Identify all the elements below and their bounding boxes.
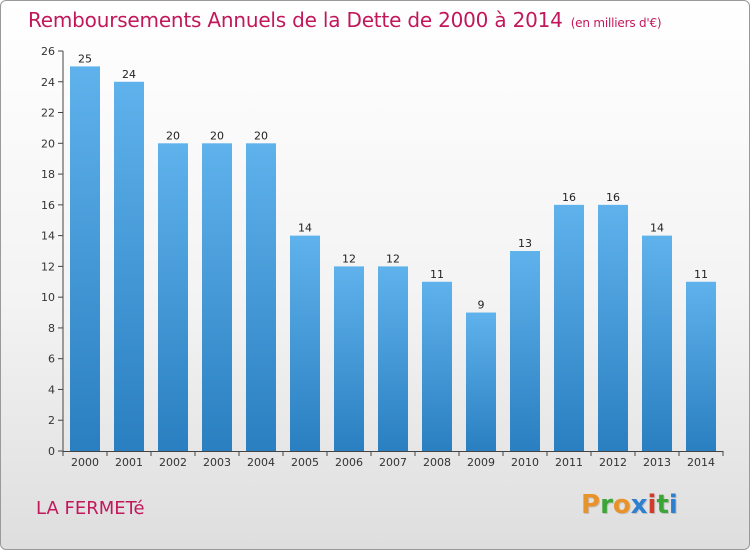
x-tick-label: 2010: [511, 456, 539, 469]
bar-2007: [378, 266, 408, 451]
bar-value-label: 12: [342, 252, 356, 265]
chart-title: Remboursements Annuels de la Dette de 20…: [28, 8, 662, 32]
x-tick-label: 2013: [643, 456, 671, 469]
bar-value-label: 20: [254, 129, 268, 142]
x-tick-label: 2003: [203, 456, 231, 469]
y-tick-label: 4: [48, 383, 55, 396]
bar-value-label: 14: [650, 222, 664, 235]
bar-2009: [466, 312, 496, 451]
logo-letter: r: [600, 490, 613, 520]
y-tick-label: 20: [41, 137, 55, 150]
bar-2012: [598, 204, 628, 451]
bar-value-label: 16: [606, 191, 620, 204]
y-tick-label: 8: [48, 322, 55, 335]
logo-letter: i: [647, 490, 657, 520]
bar-2010: [510, 251, 540, 451]
bar-value-label: 11: [694, 268, 708, 281]
y-tick-label: 16: [41, 199, 55, 212]
bar-value-label: 14: [298, 222, 312, 235]
x-tick-label: 2008: [423, 456, 451, 469]
x-tick-label: 2007: [379, 456, 407, 469]
x-tick-label: 2012: [599, 456, 627, 469]
bar-value-label: 13: [518, 237, 532, 250]
logo-letter: P: [581, 490, 601, 520]
logo-letter: o: [612, 490, 631, 520]
bar-value-label: 16: [562, 191, 576, 204]
y-tick-label: 12: [41, 260, 55, 273]
bar-value-label: 9: [478, 299, 485, 312]
bar-2013: [642, 235, 672, 451]
bar-2001: [114, 81, 144, 452]
bar-2006: [334, 266, 364, 451]
y-tick-label: 0: [48, 445, 55, 458]
x-tick-label: 2002: [159, 456, 187, 469]
title-text: Remboursements Annuels de la Dette de 20…: [28, 8, 563, 32]
proxiti-logo: Proxiti: [581, 490, 678, 520]
bar-value-label: 11: [430, 268, 444, 281]
bar-2008: [422, 281, 452, 451]
y-tick-label: 26: [41, 45, 55, 58]
logo-letter: x: [630, 490, 648, 520]
x-tick-label: 2014: [687, 456, 715, 469]
x-tick-label: 2006: [335, 456, 363, 469]
bar-2011: [554, 204, 584, 451]
place-name: LA FERMETé: [36, 498, 145, 519]
bar-2003: [202, 143, 232, 452]
bar-value-label: 12: [386, 252, 400, 265]
logo-letter: t: [656, 490, 669, 520]
x-tick-label: 2009: [467, 456, 495, 469]
y-tick-label: 24: [41, 76, 55, 89]
y-tick-label: 2: [48, 414, 55, 427]
x-tick-label: 2004: [247, 456, 275, 469]
logo-letter: i: [668, 490, 678, 520]
bar-2014: [686, 281, 716, 451]
bar-value-label: 24: [122, 68, 136, 81]
bar-value-label: 25: [78, 52, 92, 65]
bar-value-label: 20: [166, 129, 180, 142]
y-tick-label: 14: [41, 230, 55, 243]
bar-2002: [158, 143, 188, 452]
y-tick-label: 18: [41, 168, 55, 181]
unit-subtitle: (en milliers d'€): [570, 16, 662, 30]
x-tick-label: 2005: [291, 456, 319, 469]
y-tick-label: 6: [48, 353, 55, 366]
y-tick-label: 10: [41, 291, 55, 304]
x-tick-label: 2000: [71, 456, 99, 469]
x-tick-label: 2011: [555, 456, 583, 469]
bar-2005: [290, 235, 320, 451]
y-tick-label: 22: [41, 107, 55, 120]
x-tick-label: 2001: [115, 456, 143, 469]
bar-2000: [70, 66, 100, 451]
bar-2004: [246, 143, 276, 452]
bar-value-label: 20: [210, 129, 224, 142]
